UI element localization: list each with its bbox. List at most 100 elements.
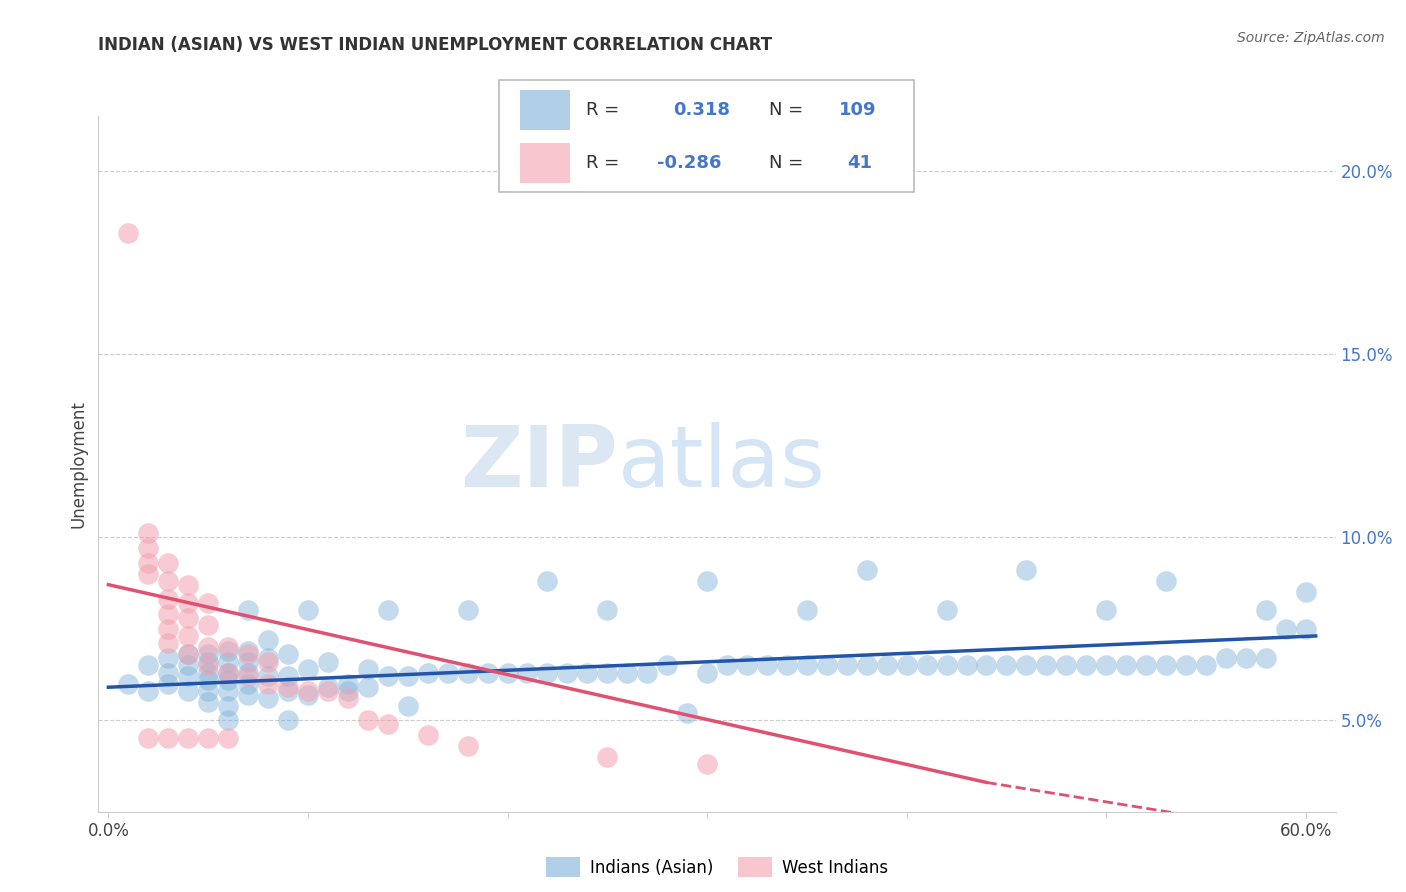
Point bbox=[177, 647, 200, 661]
Point bbox=[177, 647, 200, 661]
Point bbox=[835, 658, 858, 673]
Point bbox=[217, 698, 239, 713]
Point bbox=[776, 658, 799, 673]
Point bbox=[436, 665, 458, 680]
Point bbox=[136, 566, 159, 581]
Point bbox=[1154, 574, 1177, 588]
Text: atlas: atlas bbox=[619, 422, 827, 506]
Point bbox=[217, 655, 239, 669]
Point bbox=[316, 684, 339, 698]
Point bbox=[676, 706, 699, 720]
Point bbox=[136, 556, 159, 570]
Point bbox=[1295, 585, 1317, 599]
Point bbox=[177, 731, 200, 746]
Point bbox=[177, 684, 200, 698]
Point bbox=[336, 684, 359, 698]
Point bbox=[257, 669, 280, 683]
Point bbox=[277, 680, 299, 694]
Text: N =: N = bbox=[769, 153, 803, 172]
Point bbox=[1076, 658, 1098, 673]
Point bbox=[177, 658, 200, 673]
Point bbox=[1254, 651, 1277, 665]
Point bbox=[257, 651, 280, 665]
Point bbox=[257, 655, 280, 669]
Point bbox=[1095, 658, 1118, 673]
Bar bbox=[520, 90, 569, 130]
Point bbox=[136, 731, 159, 746]
Point bbox=[596, 665, 619, 680]
Point bbox=[1115, 658, 1137, 673]
Point bbox=[277, 684, 299, 698]
Point bbox=[696, 665, 718, 680]
Point bbox=[236, 688, 259, 702]
Point bbox=[696, 574, 718, 588]
Point bbox=[236, 603, 259, 617]
Point bbox=[377, 603, 399, 617]
Point bbox=[876, 658, 898, 673]
Point bbox=[1015, 563, 1038, 577]
Point bbox=[896, 658, 918, 673]
Point bbox=[297, 662, 319, 676]
Point bbox=[217, 665, 239, 680]
Point bbox=[297, 684, 319, 698]
Point bbox=[157, 636, 180, 650]
Point bbox=[596, 603, 619, 617]
Point bbox=[496, 665, 519, 680]
Point bbox=[855, 563, 877, 577]
Point bbox=[796, 603, 818, 617]
Point bbox=[217, 684, 239, 698]
Point bbox=[576, 665, 599, 680]
Point bbox=[1035, 658, 1057, 673]
Point bbox=[117, 226, 139, 240]
Point bbox=[257, 632, 280, 647]
Point bbox=[1095, 603, 1118, 617]
Point bbox=[136, 541, 159, 555]
Point bbox=[236, 647, 259, 661]
Point bbox=[457, 603, 479, 617]
Point bbox=[277, 669, 299, 683]
Point bbox=[1215, 651, 1237, 665]
Point bbox=[995, 658, 1018, 673]
Text: N =: N = bbox=[769, 102, 803, 120]
Point bbox=[117, 676, 139, 690]
Point bbox=[277, 647, 299, 661]
Point bbox=[217, 665, 239, 680]
Point bbox=[815, 658, 838, 673]
Point bbox=[157, 592, 180, 607]
Point bbox=[616, 665, 638, 680]
Point bbox=[457, 739, 479, 753]
Point bbox=[636, 665, 658, 680]
Point bbox=[257, 676, 280, 690]
Point bbox=[755, 658, 778, 673]
Bar bbox=[520, 143, 569, 183]
Point bbox=[177, 596, 200, 610]
Text: ZIP: ZIP bbox=[460, 422, 619, 506]
Point bbox=[976, 658, 998, 673]
Point bbox=[197, 647, 219, 661]
Point bbox=[197, 673, 219, 687]
Point bbox=[136, 526, 159, 541]
Point bbox=[377, 669, 399, 683]
Point bbox=[197, 655, 219, 669]
FancyBboxPatch shape bbox=[499, 80, 914, 192]
Point bbox=[297, 688, 319, 702]
Text: 0.318: 0.318 bbox=[673, 102, 730, 120]
Point bbox=[516, 665, 538, 680]
Point bbox=[157, 574, 180, 588]
Point bbox=[217, 640, 239, 654]
Point bbox=[157, 651, 180, 665]
Point bbox=[197, 695, 219, 709]
Point bbox=[1234, 651, 1257, 665]
Y-axis label: Unemployment: Unemployment bbox=[69, 400, 87, 528]
Point bbox=[357, 713, 380, 727]
Point bbox=[157, 731, 180, 746]
Point bbox=[136, 658, 159, 673]
Text: R =: R = bbox=[586, 102, 620, 120]
Point bbox=[557, 665, 579, 680]
Point bbox=[217, 731, 239, 746]
Point bbox=[1254, 603, 1277, 617]
Point bbox=[1135, 658, 1157, 673]
Point bbox=[735, 658, 758, 673]
Text: Source: ZipAtlas.com: Source: ZipAtlas.com bbox=[1237, 31, 1385, 45]
Point bbox=[357, 662, 380, 676]
